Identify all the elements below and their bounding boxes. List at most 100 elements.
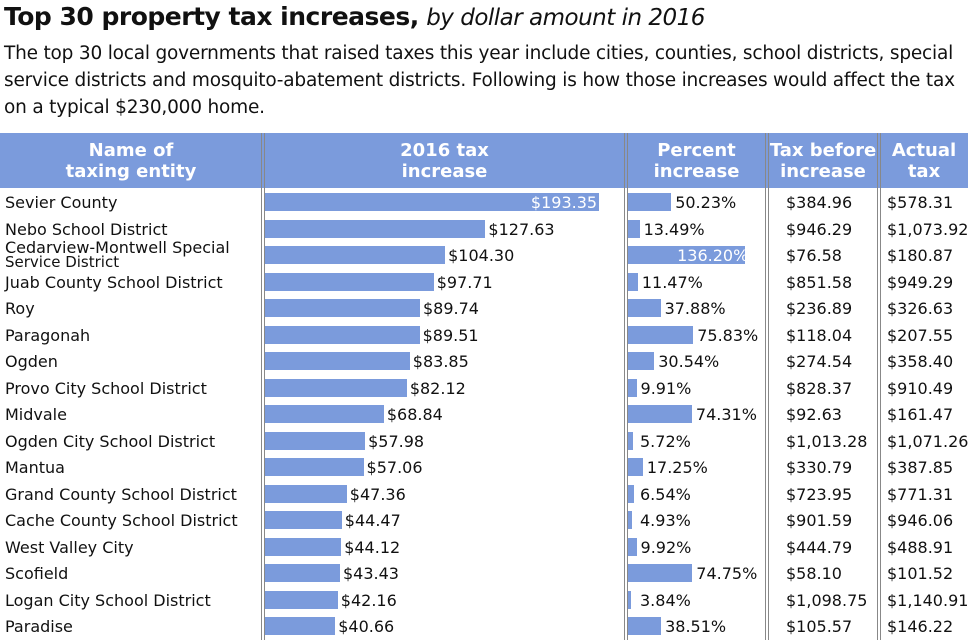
table-row: Nebo School District $127.63 13.49% $946.29… — [0, 217, 968, 243]
increase-bar — [265, 272, 434, 291]
table-row: Paradise $40.66 38.51% $105.57 $146.22 — [0, 614, 968, 640]
percent-bar — [628, 193, 672, 211]
percent-bar — [628, 325, 694, 344]
percent-label: 37.88% — [664, 299, 726, 318]
entity-name: Logan City School District — [5, 590, 211, 610]
actual-tax: $101.52 — [887, 564, 954, 583]
increase-label: $44.47 — [344, 511, 401, 530]
increase-bar — [265, 564, 340, 582]
percent-label: 30.54% — [658, 352, 720, 371]
increase-label: $89.51 — [422, 325, 479, 345]
table-row: Ogden City School District $57.98 5.72% $1,… — [0, 429, 968, 455]
table-row: Cache County School District $44.47 4.93% $… — [0, 508, 968, 534]
percent-bar — [628, 484, 634, 503]
percent-bar — [628, 272, 638, 291]
percent-label: 75.83% — [697, 325, 759, 345]
percent-bar — [628, 405, 692, 423]
percent-label: 17.25% — [646, 458, 708, 477]
actual-tax: $161.47 — [887, 405, 954, 424]
percent-bar — [628, 617, 662, 635]
actual-tax: $358.40 — [887, 352, 954, 371]
percent-label: 11.47% — [641, 272, 703, 292]
increase-label: $40.66 — [338, 617, 395, 636]
tax-before: $236.89 — [786, 299, 853, 318]
increase-label: $47.36 — [349, 484, 406, 504]
actual-tax: $946.06 — [887, 511, 954, 530]
increase-bar — [265, 299, 420, 317]
percent-bar — [628, 431, 633, 450]
percent-label: 3.84% — [640, 590, 691, 610]
entity-name: Ogden City School District — [5, 431, 216, 451]
increase-bar — [265, 484, 347, 503]
percent-label: 74.75% — [696, 564, 758, 583]
increase-label: $83.85 — [412, 352, 469, 371]
tax-before: $901.59 — [786, 511, 853, 530]
entity-name: Cache County School District — [5, 511, 238, 530]
percent-label: 9.91% — [640, 378, 692, 398]
percent-bar — [628, 511, 633, 529]
entity-name: Paradise — [5, 617, 73, 636]
tax-before: $384.96 — [786, 193, 853, 212]
table-row: Paragonah $89.51 75.83% $118.04 $207.55 — [0, 323, 968, 349]
tax-before: $118.04 — [786, 325, 853, 345]
increase-label: $104.30 — [448, 246, 515, 265]
increase-bar — [265, 246, 446, 264]
actual-tax: $949.29 — [887, 272, 954, 292]
entity-name: Nebo School District — [5, 219, 168, 239]
header-name: Name of taxing entity — [65, 139, 197, 182]
table-row: Ogden $83.85 30.54% $274.54 $358.40 — [0, 349, 968, 375]
increase-bar — [265, 405, 384, 423]
table-row: Grand County School District $47.36 6.54% $… — [0, 482, 968, 508]
entity-name: Cedarview-Montwell Special Service Distri… — [5, 238, 230, 271]
header-percent: Percent increase — [653, 139, 740, 182]
page-title: Top 30 property tax increases, by dollar… — [4, 2, 705, 31]
increase-label: $97.71 — [436, 272, 493, 292]
actual-tax: $146.22 — [887, 617, 954, 636]
percent-bar — [628, 352, 655, 370]
percent-label: 4.93% — [640, 511, 691, 530]
tax-before: $274.54 — [786, 352, 853, 371]
tax-before: $1,098.75 — [786, 590, 868, 610]
actual-tax: $207.55 — [887, 325, 954, 345]
percent-bar — [628, 378, 637, 397]
increase-label: $68.84 — [386, 405, 443, 424]
column-divider — [765, 133, 769, 640]
increase-label: $127.63 — [488, 219, 555, 239]
table-row: Sevier County $193.35 50.23% $384.96 $578.31 — [0, 190, 968, 216]
percent-bar — [628, 537, 637, 556]
increase-bar — [265, 537, 342, 556]
entity-name: Scofield — [5, 564, 69, 583]
title-main: Top 30 property tax increases, — [4, 2, 419, 31]
actual-tax: $578.31 — [887, 193, 954, 212]
percent-label: 6.54% — [640, 484, 691, 504]
table-row: Scofield $43.43 74.75% $58.10 $101.52 — [0, 561, 968, 587]
increase-bar — [265, 617, 336, 635]
percent-bar — [628, 564, 693, 582]
tax-before: $851.58 — [786, 272, 853, 292]
table-row: Mantua $57.06 17.25% $330.79 $387.85 — [0, 455, 968, 481]
tax-before: $723.95 — [786, 484, 853, 504]
percent-label: 5.72% — [640, 431, 691, 451]
tax-before: $58.10 — [786, 564, 842, 583]
increase-bar — [265, 219, 486, 238]
tax-before: $444.79 — [786, 537, 853, 557]
percent-label: 38.51% — [665, 617, 727, 636]
column-divider — [261, 133, 265, 640]
column-divider — [877, 133, 881, 640]
increase-label: $89.74 — [422, 299, 479, 318]
increase-label: $57.06 — [366, 458, 423, 477]
entity-name: Sevier County — [5, 193, 118, 212]
tax-before: $330.79 — [786, 458, 853, 477]
table-row: West Valley City $44.12 9.92% $444.79 $488.9… — [0, 535, 968, 561]
increase-bar — [265, 378, 407, 397]
percent-bar — [628, 590, 632, 609]
actual-tax: $387.85 — [887, 458, 954, 477]
increase-bar — [265, 458, 364, 476]
table-row: Midvale $68.84 74.31% $92.63 $161.47 — [0, 402, 968, 428]
entity-name: Mantua — [5, 458, 65, 477]
increase-label: $57.98 — [368, 431, 425, 451]
header-increase: 2016 tax increase — [400, 139, 489, 182]
actual-tax: $1,140.91 — [887, 590, 968, 610]
increase-label: $44.12 — [344, 537, 401, 557]
entity-name: Roy — [5, 299, 35, 318]
